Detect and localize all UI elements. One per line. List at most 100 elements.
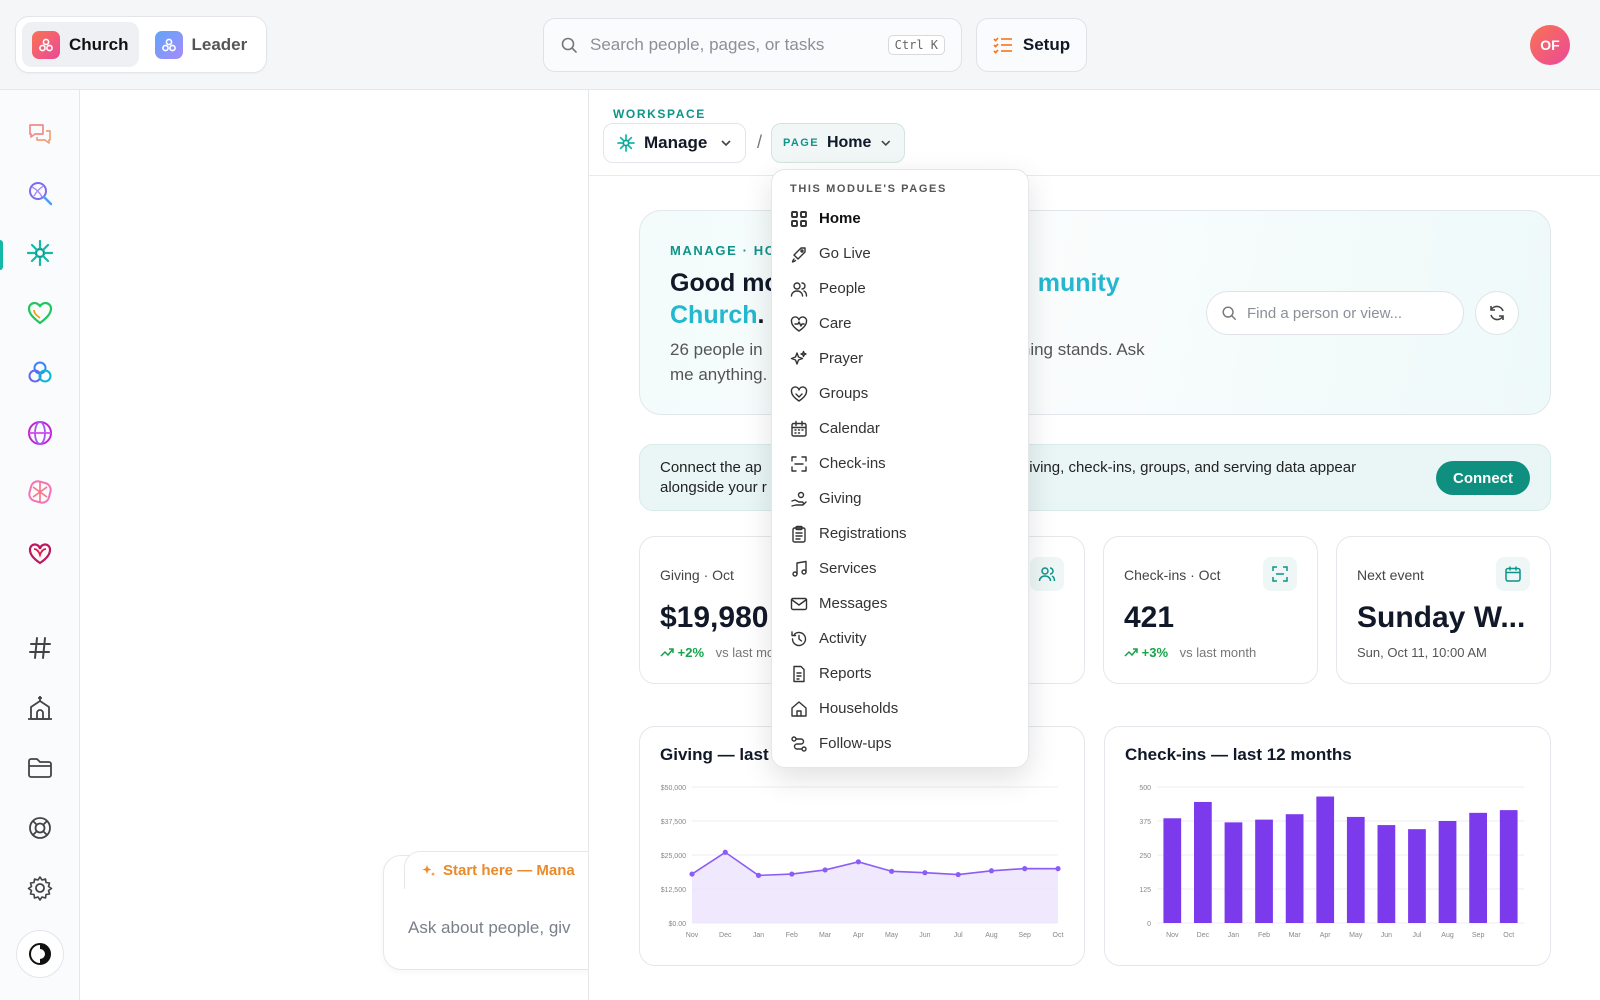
banner-text-part: alongside your r <box>660 479 767 496</box>
start-here-chip[interactable]: Start here — Mana <box>404 851 604 889</box>
bar <box>1408 829 1426 923</box>
global-search-input[interactable]: Search people, pages, or tasks Ctrl K <box>543 18 962 72</box>
bar <box>1316 796 1335 923</box>
refresh-button[interactable] <box>1475 291 1519 335</box>
dropdown-item-people[interactable]: People <box>772 271 1028 306</box>
dropdown-item-label: Follow-ups <box>819 735 892 752</box>
folder-icon[interactable] <box>22 750 58 786</box>
dropdown-item-label: Messages <box>819 595 888 612</box>
dropdown-item-reports[interactable]: Reports <box>772 656 1028 691</box>
dropdown-item-groups[interactable]: Groups <box>772 376 1028 411</box>
dropdown-item-activity[interactable]: Activity <box>772 621 1028 656</box>
app-tab-leader[interactable]: Leader <box>145 22 258 67</box>
app-tab-label: Church <box>69 34 129 54</box>
stat-label: Next event <box>1357 567 1424 583</box>
hero-title-part: . <box>757 301 765 329</box>
manage-icon[interactable] <box>22 235 58 271</box>
groups-icon[interactable] <box>22 355 58 391</box>
app-tab-label: Leader <box>191 34 248 54</box>
stat-card-checkins[interactable]: Check-ins · Oct 421 +3% vs last month <box>1103 536 1318 684</box>
x-tick-label: Nov <box>686 932 699 939</box>
dropdown-item-label: Households <box>819 700 899 717</box>
search-shortcut: Ctrl K <box>887 35 945 55</box>
sparkle-icon <box>790 350 807 365</box>
dropdown-item-households[interactable]: Households <box>772 691 1028 726</box>
dropdown-item-follow-ups[interactable]: Follow-ups <box>772 726 1028 761</box>
dropdown-item-check-ins[interactable]: Check-ins <box>772 446 1028 481</box>
scan-icon <box>1263 557 1297 591</box>
data-point <box>855 859 861 865</box>
y-tick-label: 125 <box>1139 887 1151 894</box>
x-tick-label: Nov <box>1166 932 1179 939</box>
stat-card-next-event[interactable]: Next event Sunday W... Sun, Oct 11, 10:0… <box>1336 536 1551 684</box>
data-point <box>922 870 928 876</box>
breadcrumb-separator: / <box>757 132 763 152</box>
prayer-icon[interactable] <box>22 534 58 570</box>
church-building-icon[interactable] <box>22 690 58 726</box>
settings-gear-icon[interactable] <box>22 870 58 906</box>
find-person-input[interactable]: Find a person or view... <box>1206 291 1464 335</box>
hashtag-icon[interactable] <box>22 630 58 666</box>
stat-trend-text: vs last month <box>1179 645 1257 660</box>
dropdown-item-label: Reports <box>819 665 872 682</box>
data-point <box>955 871 961 878</box>
dropdown-item-label: Giving <box>819 490 862 507</box>
data-point <box>822 867 828 873</box>
dropdown-item-calendar[interactable]: Calendar <box>772 411 1028 446</box>
page-select[interactable]: PAGE Home <box>771 123 905 163</box>
find-person-placeholder: Find a person or view... <box>1247 304 1403 322</box>
user-avatar[interactable]: OF <box>1530 25 1570 65</box>
search-icon <box>1222 306 1236 320</box>
app-tab-church[interactable]: Church <box>22 22 139 67</box>
setup-button[interactable]: Setup <box>976 18 1087 72</box>
x-tick-label: Jan <box>1228 932 1239 939</box>
network-icon[interactable] <box>22 474 58 510</box>
dropdown-item-messages[interactable]: Messages <box>772 586 1028 621</box>
checkins-chart: 0 125 250 375 500 Nov Dec Jan Feb Mar Apr May Jun Jul… <box>1139 785 1524 939</box>
stat-value: Sunday W... <box>1357 601 1526 634</box>
dropdown-item-home[interactable]: Home <box>772 201 1028 236</box>
history-icon <box>791 630 807 646</box>
stat-trend: +2% vs last mo <box>660 645 774 660</box>
search-people-icon[interactable] <box>22 175 58 211</box>
manage-icon <box>617 134 635 152</box>
chat-icon[interactable] <box>22 116 58 152</box>
dropdown-item-prayer[interactable]: Prayer <box>772 341 1028 376</box>
header-divider <box>589 175 1600 176</box>
module-select[interactable]: Manage <box>603 123 746 163</box>
sparkle-icon <box>422 864 436 876</box>
bar <box>1346 816 1365 923</box>
care-icon <box>790 315 808 332</box>
calendar-icon <box>791 420 807 437</box>
help-lifebuoy-icon[interactable] <box>22 810 58 846</box>
hero-sub-part: me anything. <box>670 365 768 384</box>
data-point <box>689 871 695 877</box>
banner-text: Connect the ap r giving, check-ins, group… <box>660 458 1400 498</box>
dropdown-item-services[interactable]: Services <box>772 551 1028 586</box>
dropdown-item-giving[interactable]: Giving <box>772 481 1028 516</box>
dropdown-item-registrations[interactable]: Registrations <box>772 516 1028 551</box>
bar <box>1438 821 1457 923</box>
area-fill <box>692 852 1058 923</box>
connect-button[interactable]: Connect <box>1436 461 1530 495</box>
dropdown-item-label: Registrations <box>819 525 907 542</box>
stat-label: Check-ins · Oct <box>1124 567 1221 583</box>
x-tick-label: May <box>885 932 899 939</box>
care-heart-icon[interactable] <box>22 295 58 331</box>
data-point <box>889 868 895 874</box>
dropdown-item-care[interactable]: Care <box>772 306 1028 341</box>
dropdown-item-go-live[interactable]: Go Live <box>772 236 1028 271</box>
dropdown-item-label: Go Live <box>819 245 871 262</box>
data-point <box>755 872 762 878</box>
hero-title-part: Good mo <box>670 269 780 297</box>
checkins-chart-card: Check-ins — last 12 months 0 125 250 375 500… <box>1104 726 1551 966</box>
theme-toggle-icon[interactable] <box>16 930 64 978</box>
bar <box>1377 825 1396 923</box>
search-placeholder: Search people, pages, or tasks <box>590 35 825 54</box>
groups-heart-icon <box>790 385 808 402</box>
data-point <box>789 871 795 877</box>
hero-kicker: MANAGE · HO <box>670 243 777 258</box>
globe-icon[interactable] <box>22 415 58 451</box>
dropdown-heading: THIS MODULE'S PAGES <box>790 183 947 195</box>
chat-input-placeholder[interactable]: Ask about people, giv <box>408 918 571 937</box>
